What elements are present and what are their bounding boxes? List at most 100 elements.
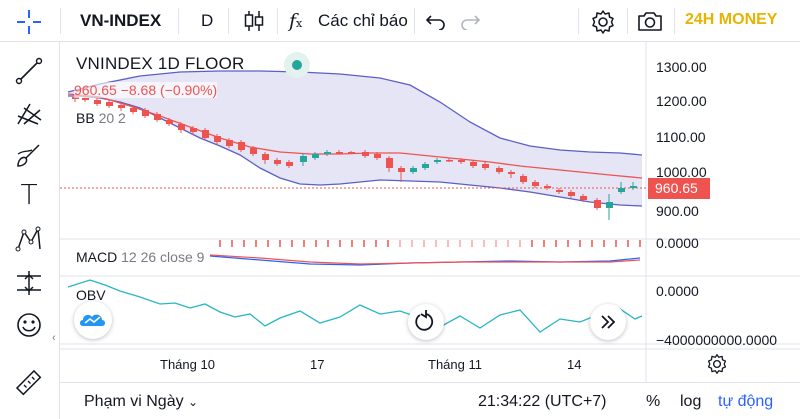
candle-body: [226, 140, 233, 146]
bb-name: BB: [76, 110, 95, 126]
candle-body: [434, 160, 441, 162]
trend-line-icon[interactable]: [14, 56, 44, 86]
log-toggle[interactable]: log: [680, 393, 702, 410]
obv-legend[interactable]: OBV: [76, 287, 106, 303]
brush-icon[interactable]: [14, 140, 44, 170]
candle-body: [130, 108, 137, 112]
percent-toggle[interactable]: %: [646, 393, 661, 410]
candle-body: [422, 164, 429, 168]
chart-area[interactable]: Tháng 10 17 Tháng 11 14 VNINDEX 1D FLOOR…: [60, 42, 800, 419]
candle-body: [458, 160, 465, 162]
macd-legend[interactable]: MACD 12 26 close 9: [76, 249, 204, 265]
text-tool-icon[interactable]: T: [20, 178, 38, 211]
candle-body: [594, 200, 601, 208]
chart-title: VNINDEX 1D FLOOR: [76, 54, 245, 73]
macd-histogram: [219, 240, 641, 247]
crosshair-icon[interactable]: [14, 8, 44, 36]
obv-line: [67, 279, 643, 333]
candle-body: [482, 164, 489, 168]
candle-body: [410, 168, 417, 172]
reset-icon: [415, 310, 434, 331]
price-change-text: 960.65 −8.68 (−0.90%): [74, 82, 218, 98]
reset-button[interactable]: [408, 304, 444, 340]
bb-params: 20 2: [98, 110, 126, 126]
candle-body: [190, 128, 197, 132]
candle-body: [386, 158, 393, 168]
range-button[interactable]: Phạm vi Ngày ⌄: [84, 383, 198, 419]
function-icon: fx: [289, 10, 303, 32]
axis-settings-gear-icon[interactable]: [706, 353, 728, 375]
candles-icon[interactable]: [243, 9, 265, 33]
double-chevron-right-icon: [601, 315, 616, 329]
top-toolbar: VN-INDEX D fx Các chỉ báo 24H MONEY: [0, 0, 800, 42]
chevron-down-icon: ⌄: [188, 395, 199, 409]
collapse-chevron-icon[interactable]: ‹: [52, 332, 56, 344]
bottom-bar: Phạm vi Ngày ⌄ 21:34:22 (UTC+7) % log tự…: [60, 382, 800, 419]
symbol-button[interactable]: VN-INDEX: [80, 11, 162, 30]
candle-body: [580, 196, 587, 200]
pitchfork-icon[interactable]: [14, 98, 44, 128]
price-tick: 1200.00: [656, 93, 707, 109]
candle-body: [398, 168, 405, 172]
macd-tick: 0.0000: [656, 235, 699, 251]
brand-logo[interactable]: 24H MONEY: [685, 11, 778, 28]
cloud-icon: [80, 314, 105, 326]
candle-body: [362, 152, 369, 156]
price-tick: 900.00: [656, 203, 699, 219]
candle-body: [568, 192, 575, 196]
bb-legend[interactable]: BB 20 2: [76, 110, 126, 126]
measure-icon[interactable]: [14, 268, 44, 298]
candle-body: [470, 162, 477, 166]
candle-body: [214, 136, 221, 142]
candle-body: [496, 168, 503, 172]
obv-tick: 0.0000: [656, 283, 699, 299]
candle-body: [94, 100, 101, 104]
ruler-icon[interactable]: [14, 368, 44, 398]
candle-body: [544, 186, 551, 188]
settings-gear-icon[interactable]: [590, 9, 616, 35]
emoji-icon[interactable]: [14, 310, 44, 340]
candle-body: [154, 114, 161, 120]
market-status-dot[interactable]: [284, 52, 310, 78]
candle-body: [446, 160, 453, 162]
price-tick: 1300.00: [656, 59, 707, 75]
candle-body: [300, 156, 307, 162]
macd-name: MACD: [76, 249, 118, 265]
range-label: Phạm vi Ngày: [84, 393, 184, 410]
time-tick: 14: [567, 357, 581, 372]
time-tick: Tháng 11: [428, 357, 482, 372]
interval-button[interactable]: D: [201, 11, 214, 30]
macd-line: [209, 255, 641, 266]
price-tick: 1100.00: [656, 129, 706, 145]
candle-body: [286, 162, 293, 166]
last-price-tag: 960.65: [648, 178, 710, 199]
candle-body: [520, 176, 527, 182]
candle-body: [324, 152, 331, 154]
candle-body: [556, 190, 563, 192]
candle-body: [82, 98, 89, 100]
cloud-button[interactable]: [74, 301, 112, 339]
candle-body: [374, 154, 381, 158]
pattern-icon[interactable]: [14, 224, 44, 254]
auto-scale-toggle[interactable]: tự động: [718, 393, 774, 410]
candle-body: [336, 152, 343, 154]
scroll-to-latest-button[interactable]: [590, 304, 626, 340]
candle-body: [630, 186, 637, 188]
candles: [72, 94, 637, 220]
candle-body: [178, 124, 185, 130]
candle-body: [118, 105, 125, 108]
candle-body: [618, 188, 625, 192]
candle-body: [250, 148, 257, 154]
candle-body: [72, 97, 79, 99]
camera-icon[interactable]: [637, 10, 663, 32]
drawing-toolbar: T ‹: [0, 42, 60, 419]
candle-body: [508, 172, 515, 174]
candle-body: [142, 110, 149, 116]
clock[interactable]: 21:34:22 (UTC+7): [478, 393, 607, 410]
redo-icon[interactable]: [460, 12, 480, 30]
price-tick: 1000.00: [656, 164, 707, 180]
undo-icon[interactable]: [426, 12, 446, 30]
time-tick: Tháng 10: [160, 357, 215, 372]
time-tick: 17: [310, 357, 324, 372]
indicators-button[interactable]: Các chỉ báo: [318, 11, 408, 30]
